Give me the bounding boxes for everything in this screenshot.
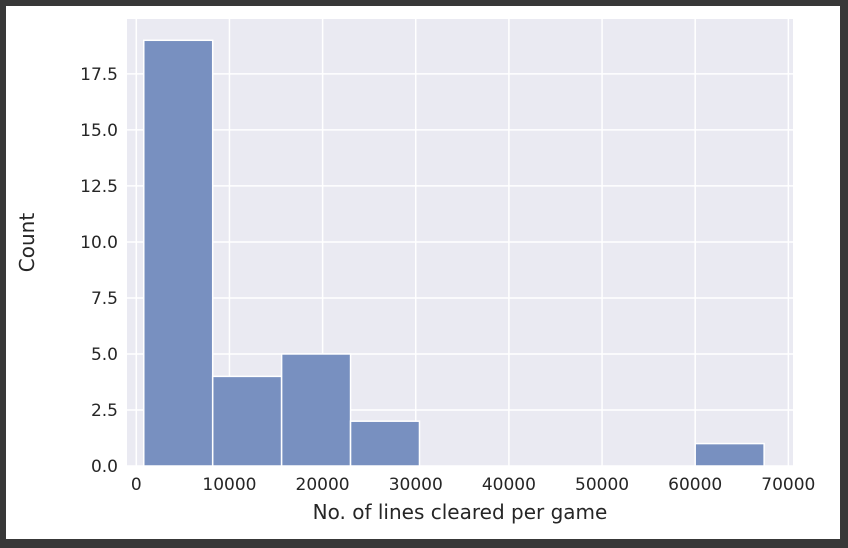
y-tick-label: 12.5: [80, 177, 118, 197]
x-tick-label: 60000: [668, 475, 722, 495]
y-tick-label: 0.0: [91, 457, 118, 477]
y-tick-label: 17.5: [80, 65, 118, 85]
x-tick-label: 0: [131, 475, 142, 495]
x-tick-label: 30000: [389, 475, 443, 495]
x-tick-label: 40000: [482, 475, 536, 495]
histogram-bar: [694, 442, 765, 467]
x-axis-label: No. of lines cleared per game: [313, 500, 608, 524]
y-tick-label: 15.0: [80, 121, 118, 141]
histogram-bar: [143, 39, 214, 467]
x-axis-tick-labels: 0 10000 20000 30000 40000 50000 60000 70000: [131, 475, 815, 495]
histogram-bar: [349, 420, 421, 467]
y-tick-label: 7.5: [91, 289, 118, 309]
histogram-bars: [143, 39, 765, 467]
x-tick-label: 10000: [202, 475, 256, 495]
y-axis-tick-labels: 0.0 2.5 5.0 7.5 10.0 12.5 15.0 17.5: [80, 65, 118, 477]
figure-frame: 0 10000 20000 30000 40000 50000 60000 70000 0.0…: [6, 6, 840, 539]
y-tick-label: 5.0: [91, 345, 118, 365]
histogram-bar: [280, 353, 352, 467]
x-tick-label: 20000: [296, 475, 350, 495]
histogram-bar: [211, 375, 283, 467]
y-axis-label: Count: [15, 213, 39, 273]
x-tick-label: 70000: [761, 475, 815, 495]
y-tick-label: 2.5: [91, 401, 118, 421]
x-tick-label: 50000: [575, 475, 629, 495]
y-tick-label: 10.0: [80, 233, 118, 253]
histogram-chart: 0 10000 20000 30000 40000 50000 60000 70000 0.0…: [15, 19, 815, 524]
